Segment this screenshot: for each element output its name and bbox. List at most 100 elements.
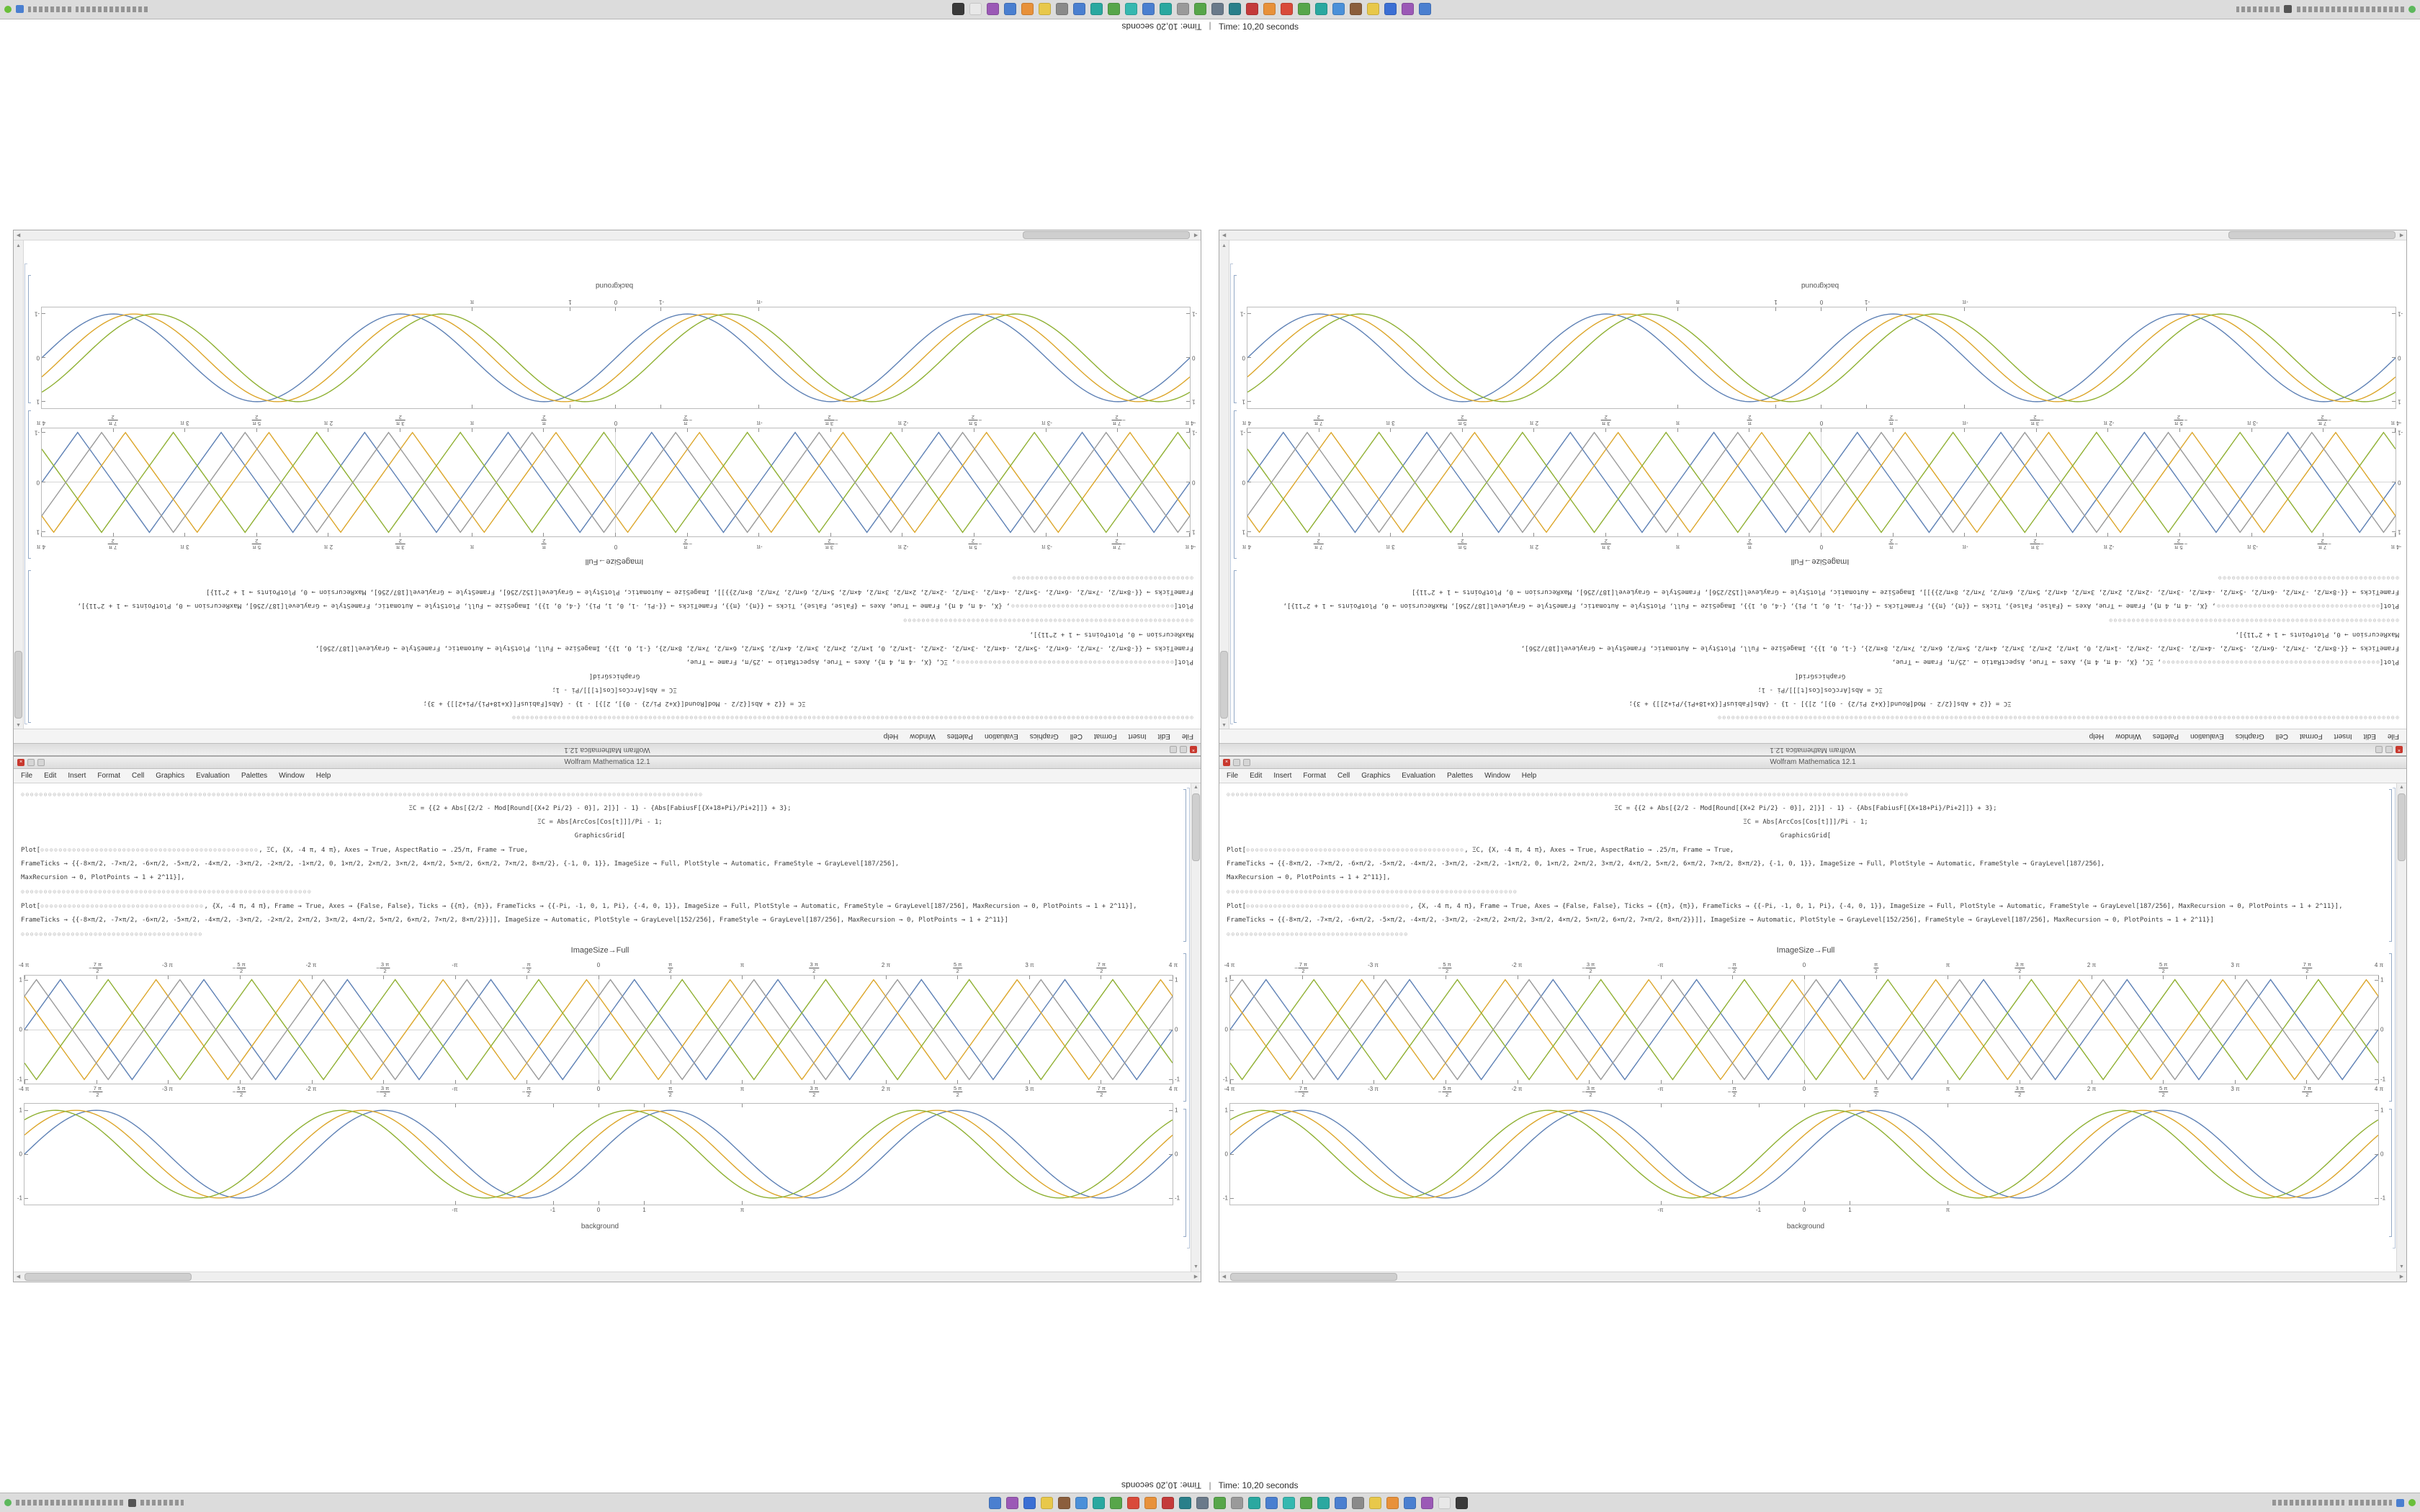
- system-menu-icon[interactable]: [2408, 6, 2416, 13]
- tray-icon-18[interactable]: [1125, 3, 1138, 16]
- tray-icon-6[interactable]: [1332, 3, 1345, 16]
- workspace-icon[interactable]: [2284, 5, 2292, 14]
- menu-item-insert[interactable]: Insert: [1128, 732, 1147, 740]
- tray-icon-27[interactable]: [969, 3, 982, 16]
- close-button[interactable]: ×: [2396, 746, 2403, 753]
- scroll-right-icon[interactable]: ▶: [1222, 233, 1227, 238]
- horizontal-scroll-thumb[interactable]: [1230, 1273, 1397, 1281]
- tray-icon-1[interactable]: [1419, 3, 1432, 16]
- vertical-scroll-thumb[interactable]: [2398, 793, 2406, 861]
- tray-icon-7[interactable]: [1315, 3, 1328, 16]
- menu-item-file[interactable]: File: [1227, 772, 1239, 780]
- scroll-left-icon[interactable]: ◀: [16, 1274, 21, 1279]
- minimize-button[interactable]: [27, 759, 35, 766]
- minimize-button[interactable]: [1180, 746, 1187, 753]
- menu-item-edit[interactable]: Edit: [1157, 732, 1170, 740]
- output-cell-bracket-2[interactable]: [2389, 1109, 2392, 1237]
- cell-group-bracket[interactable]: [1187, 788, 1190, 1248]
- window-titlebar[interactable]: × Wolfram Mathematica 12.1: [1219, 757, 2406, 769]
- status-led-icon[interactable]: [2408, 1499, 2416, 1506]
- network-icon[interactable]: [2396, 1498, 2404, 1507]
- horizontal-scrollbar[interactable]: ◀ ▶: [1219, 230, 2406, 240]
- tray-icon-20[interactable]: [1317, 1496, 1330, 1509]
- tray-icon-11[interactable]: [1246, 3, 1259, 16]
- tray-icon-28[interactable]: [952, 3, 965, 16]
- menu-item-window[interactable]: Window: [910, 732, 936, 740]
- workspace-icon[interactable]: [128, 1498, 136, 1507]
- menu-item-file[interactable]: File: [1181, 732, 1193, 740]
- menu-item-cell[interactable]: Cell: [2275, 732, 2288, 740]
- input-cell-bracket[interactable]: [28, 570, 31, 723]
- cell-group-bracket[interactable]: [2393, 788, 2396, 1248]
- sine-wave-plot[interactable]: -1 -1 0 0 1 1 -π -1 0 1 π: [1223, 1103, 2385, 1220]
- tray-icon-17[interactable]: [1142, 3, 1155, 16]
- tray-icon-19[interactable]: [1108, 3, 1121, 16]
- window-titlebar[interactable]: × Wolfram Mathematica 12.1: [1219, 743, 2406, 755]
- output-cell-bracket-1[interactable]: [1234, 410, 1237, 559]
- menu-item-format[interactable]: Format: [1303, 772, 1327, 780]
- maximize-button[interactable]: [1243, 759, 1250, 766]
- input-cell[interactable]: ⊙⊙⊙⊙⊙⊙⊙⊙⊙⊙⊙⊙⊙⊙⊙⊙⊙⊙⊙⊙⊙⊙⊙⊙⊙⊙⊙⊙⊙⊙⊙⊙⊙⊙⊙⊙⊙⊙⊙⊙…: [35, 570, 1194, 724]
- menu-item-format[interactable]: Format: [97, 772, 121, 780]
- tray-icon-24[interactable]: [1021, 3, 1034, 16]
- tray-icon-9[interactable]: [1126, 1496, 1139, 1509]
- tray-icon-13[interactable]: [1211, 3, 1224, 16]
- tray-icon-5[interactable]: [1057, 1496, 1070, 1509]
- close-button[interactable]: ×: [17, 759, 24, 766]
- tray-icon-26[interactable]: [1420, 1496, 1433, 1509]
- tray-icon-22[interactable]: [1351, 1496, 1364, 1509]
- maximize-button[interactable]: [1170, 746, 1177, 753]
- tray-icon-2[interactable]: [1402, 3, 1415, 16]
- tray-icon-4[interactable]: [1040, 1496, 1053, 1509]
- tray-icon-16[interactable]: [1160, 3, 1173, 16]
- tray-icon-8[interactable]: [1109, 1496, 1122, 1509]
- tray-icon-28[interactable]: [1455, 1496, 1468, 1509]
- menu-item-cell[interactable]: Cell: [132, 772, 145, 780]
- output-cell-bracket-2[interactable]: [1234, 275, 1237, 403]
- tray-icon-14[interactable]: [1194, 3, 1207, 16]
- tray-icon-22[interactable]: [1056, 3, 1069, 16]
- sine-wave-plot[interactable]: -1 -1 0 0 1 1 -π -1 0 1 π: [17, 1103, 1180, 1220]
- menu-item-palettes[interactable]: Palettes: [2152, 732, 2179, 740]
- maximize-button[interactable]: [37, 759, 45, 766]
- window-titlebar[interactable]: × Wolfram Mathematica 12.1: [14, 743, 1201, 755]
- tray-icon-12[interactable]: [1178, 1496, 1191, 1509]
- horizontal-scrollbar[interactable]: ◀ ▶: [14, 230, 1201, 240]
- horizontal-scroll-thumb[interactable]: [1023, 231, 1190, 239]
- scroll-up-icon[interactable]: ▲: [16, 722, 21, 727]
- tray-icon-10[interactable]: [1263, 3, 1276, 16]
- output-cell-bracket-1[interactable]: [2389, 953, 2392, 1102]
- tray-icon-19[interactable]: [1299, 1496, 1312, 1509]
- sine-wave-plot[interactable]: -1 -1 0 0 1 1 -π -1 0 1 π: [1240, 292, 2403, 409]
- scroll-right-icon[interactable]: ▶: [1193, 1274, 1198, 1279]
- menu-item-edit[interactable]: Edit: [1250, 772, 1263, 780]
- input-cell-bracket[interactable]: [2389, 789, 2392, 942]
- tray-icon-8[interactable]: [1298, 3, 1311, 16]
- output-cell-bracket-1[interactable]: [1183, 953, 1186, 1102]
- input-cell-bracket[interactable]: [1183, 789, 1186, 942]
- tray-icon-3[interactable]: [1023, 1496, 1036, 1509]
- network-icon[interactable]: [16, 5, 24, 14]
- vertical-scrollbar[interactable]: ▲ ▼: [14, 240, 24, 729]
- scroll-down-icon[interactable]: ▼: [1193, 1264, 1198, 1269]
- tray-icon-24[interactable]: [1386, 1496, 1399, 1509]
- close-button[interactable]: ×: [1223, 759, 1230, 766]
- tray-icon-10[interactable]: [1144, 1496, 1157, 1509]
- menu-item-edit[interactable]: Edit: [44, 772, 57, 780]
- menu-item-file[interactable]: File: [2387, 732, 2399, 740]
- vertical-scroll-thumb[interactable]: [1192, 793, 1200, 861]
- vertical-scroll-thumb[interactable]: [1220, 651, 1228, 719]
- scroll-down-icon[interactable]: ▼: [16, 243, 21, 248]
- menu-item-format[interactable]: Format: [2299, 732, 2323, 740]
- system-menu-icon[interactable]: [4, 1499, 12, 1506]
- tray-icon-5[interactable]: [1350, 3, 1363, 16]
- scroll-up-icon[interactable]: ▲: [1193, 785, 1198, 790]
- input-cell-bracket[interactable]: [1234, 570, 1237, 723]
- scroll-left-icon[interactable]: ◀: [1222, 1274, 1227, 1279]
- menu-item-window[interactable]: Window: [279, 772, 305, 780]
- scroll-left-icon[interactable]: ◀: [1193, 233, 1198, 238]
